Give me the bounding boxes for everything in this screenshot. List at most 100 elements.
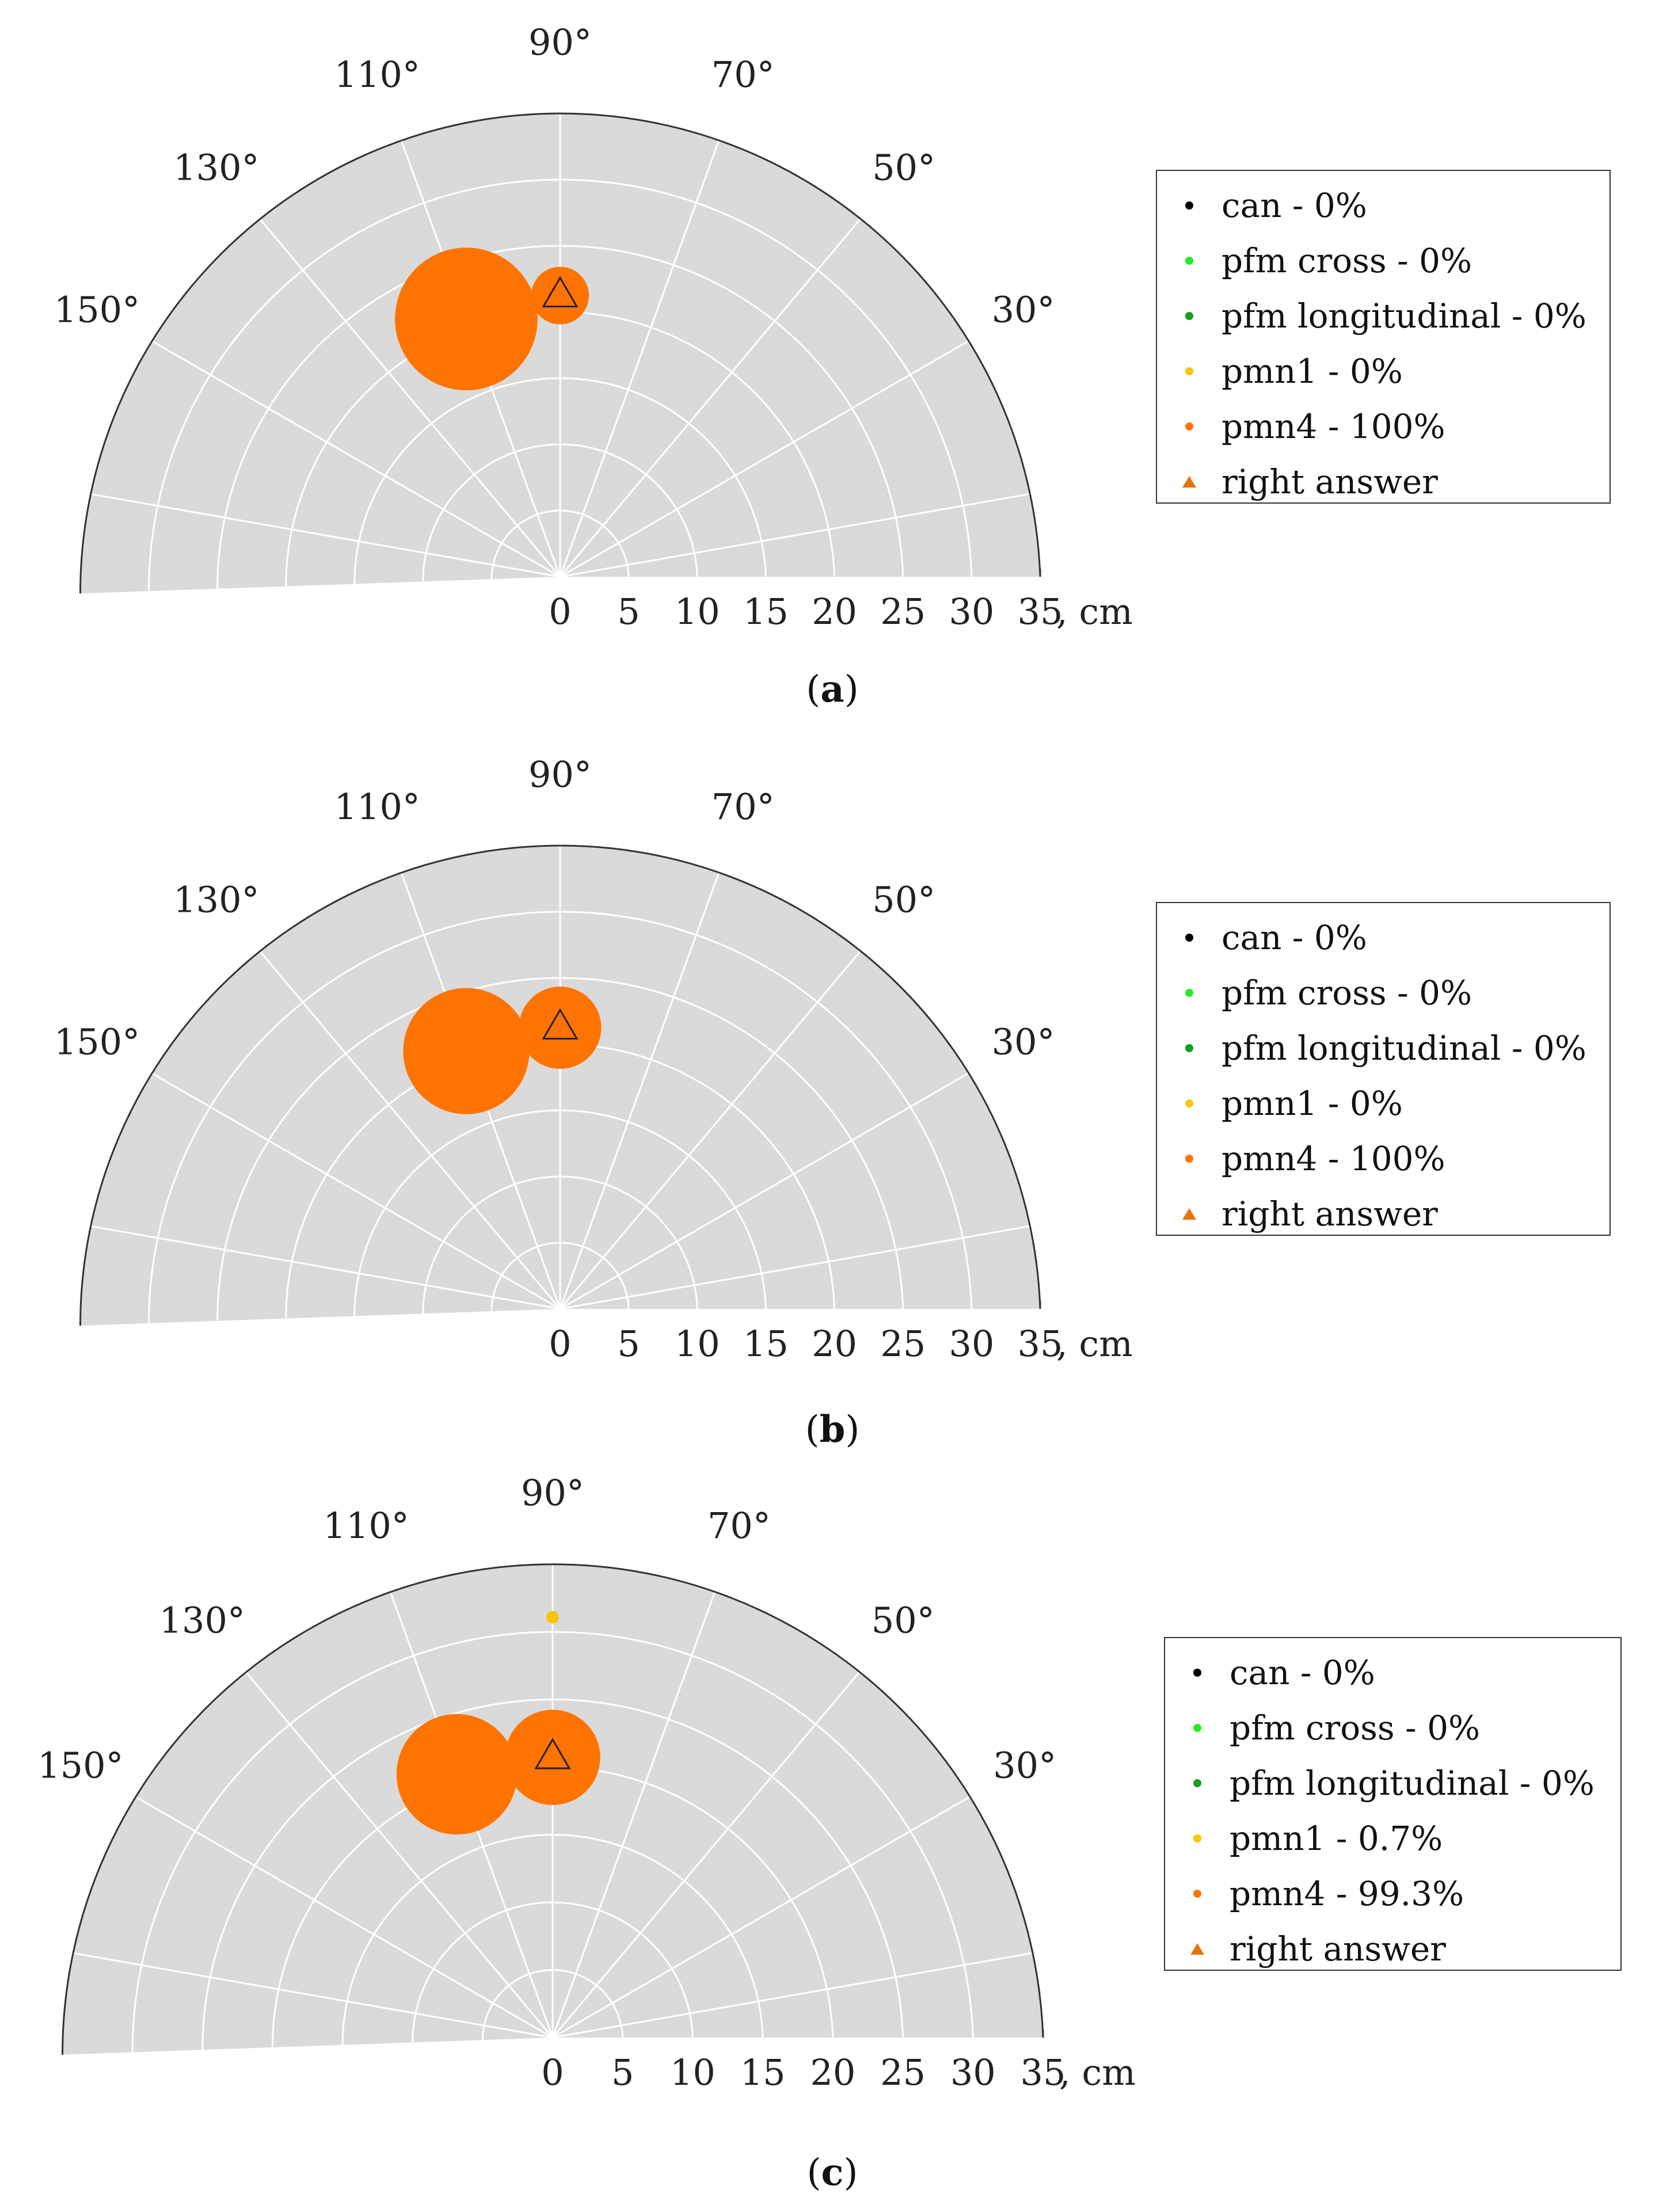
angle-tick-label: 130° [173,146,259,188]
legend-label: pmn1 - 0.7% [1230,1819,1443,1858]
legend-marker [1165,1834,1230,1842]
radial-gridline [490,509,630,580]
caption-open: ( [806,668,821,711]
legend-entry-can: can - 0% [1157,178,1609,233]
caption-open: ( [806,2152,821,2194]
angle-tick-label: 150° [37,1745,123,1787]
right-answer-marker [534,1738,571,1769]
legend-entry-pmn1: pmn1 - 0% [1157,344,1609,399]
radial-tick-label: 15 [743,1323,789,1365]
panel-caption: (c) [798,2151,867,2194]
angular-gridline [560,1224,1033,1310]
angle-tick-label: 70° [711,786,775,828]
legend-entry-pfm_longitudinal: pfm longitudinal - 0% [1157,1021,1609,1076]
legend-entry-pmn1: pmn1 - 0.7% [1165,1811,1620,1866]
caption-letter: b [819,1408,846,1451]
legend-marker [1157,1044,1222,1052]
angle-tick-label: 90° [528,21,592,63]
legend-marker [1157,422,1222,431]
polar-plot: 30° 50° 70° 90° 110° 130° 150° 0 5 10 15 20 25 30 35, … [54,753,1133,1365]
dot-icon [1193,1779,1201,1787]
legend-label: pfm longitudinal - 0% [1230,1764,1595,1803]
legend-marker [1157,257,1222,265]
angle-tick-label: 50° [872,878,935,920]
legend-label: right answer [1222,1194,1438,1233]
dot-icon [1185,367,1193,375]
right-answer-marker [542,1008,579,1040]
dot-icon [1185,989,1193,997]
radial-tick-label: 25 [880,591,926,633]
legend-marker [1165,1724,1230,1732]
legend-marker [1157,367,1222,375]
radial-gridline [148,911,973,1323]
angular-gridline [143,336,561,578]
legend-marker [1165,1943,1230,1955]
legend-label: can - 0% [1222,918,1367,957]
radial-gridline [216,977,904,1321]
angle-tick-label: 110° [323,1505,409,1547]
legend-label: pfm cross - 0% [1230,1708,1481,1747]
caption-close: ) [844,668,859,711]
legend-label: pmn1 - 0% [1222,352,1403,391]
legend-entry-pmn4: pmn4 - 100% [1157,1131,1609,1186]
angle-tick-label: 50° [872,1600,935,1642]
dot-icon [1185,1044,1193,1052]
angular-gridline [559,857,725,1309]
angle-tick-label: 30° [992,1021,1055,1063]
dot-icon [1185,312,1193,320]
dot-icon [1185,934,1193,942]
angular-gridline [559,208,870,577]
angular-gridline [237,1661,554,2038]
triangle-icon [1182,476,1196,488]
radial-unit-label: , cm [1059,2051,1136,2093]
angle-tick-label: 70° [711,54,775,96]
legend-label: right answer [1230,1929,1446,1969]
legend-entry-can: can - 0% [1165,1645,1620,1700]
dot-icon [1193,1834,1201,1842]
radial-gridline [353,1109,767,1316]
angle-tick-label: 130° [159,1600,245,1642]
radial-tick-label: 5 [617,591,640,633]
triangle-icon [1182,1208,1196,1220]
chart-panel-c: 30° 50° 70° 90° 110° 130° 150° 0 5 10 15 20 25 30 35, … [0,1475,1659,2212]
panel-caption: (a) [798,668,867,711]
radial-gridline [422,1175,698,1314]
legend-entry-right_answer: right answer [1165,1921,1620,1977]
radial-gridline [422,443,698,582]
angular-gridline [551,1661,869,2038]
legend-label: pfm cross - 0% [1222,973,1472,1012]
radial-tick-label: 20 [810,2051,855,2093]
legend-entry-pfm_longitudinal: pfm longitudinal - 0% [1157,288,1609,344]
angular-gridline [69,1951,553,2039]
dot-icon [1185,1099,1193,1107]
angular-gridline [560,492,1033,578]
legend-label: pmn4 - 100% [1222,1139,1445,1178]
legend-marker [1157,1099,1222,1107]
angular-gridline [87,1224,561,1310]
legend-marker [1165,1890,1230,1898]
radial-tick-label: 15 [740,2051,786,2093]
radial-tick-label: 10 [675,591,720,633]
legend-label: can - 0% [1222,186,1367,225]
angular-gridline [552,1951,1036,2039]
legend-marker [1157,989,1222,997]
legend-marker [1157,201,1222,210]
angular-gridline [560,336,977,578]
radial-tick-label: 25 [880,2051,926,2093]
dot-icon [1193,1890,1201,1898]
radial-unit-label: , cm [1056,1323,1133,1365]
legend-label: pfm longitudinal - 0% [1222,1029,1586,1068]
angle-tick-label: 110° [334,54,420,96]
legend-entry-can: can - 0% [1157,910,1609,965]
angular-gridline [552,1791,978,2039]
legend-marker [1157,312,1222,320]
angular-gridline [250,208,561,577]
legend-entry-right_answer: right answer [1157,454,1609,509]
chart-panel-a: 30° 50° 70° 90° 110° 130° 150° 0 5 10 15 20 25 30 35, … [0,0,1659,737]
dot-icon [1185,201,1193,210]
legend-marker [1157,476,1222,488]
radial-tick-label: 35 [1018,1323,1063,1365]
legend-entry-pfm_cross: pfm cross - 0% [1165,1700,1620,1756]
angular-gridline [560,1068,977,1310]
caption-close: ) [845,1408,860,1451]
